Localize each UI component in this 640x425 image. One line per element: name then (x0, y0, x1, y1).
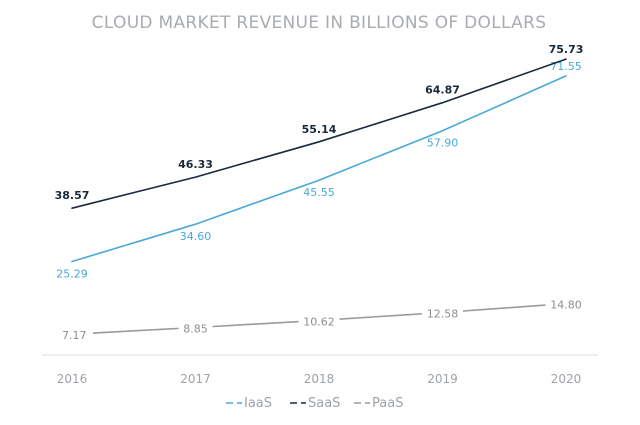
data-label-bg-paas (298, 314, 340, 329)
data-label-paas-2018: 10.62 (303, 315, 335, 328)
data-label-saas-2018: 55.14 (302, 123, 337, 136)
data-label-iaas-2020: 71.55 (550, 60, 582, 73)
x-tick-label-2018: 2018 (304, 372, 335, 386)
data-label-paas-2020: 14.80 (550, 299, 582, 312)
data-label-bg-paas (545, 297, 587, 312)
data-label-paas-2016: 7.17 (62, 329, 87, 342)
data-label-saas-2020: 75.73 (549, 43, 584, 56)
legend-label-paas: PaaS (372, 396, 403, 411)
data-label-iaas-2018: 45.55 (303, 186, 335, 199)
data-label-saas-2019: 64.87 (425, 84, 460, 97)
data-label-iaas-2019: 57.90 (427, 137, 459, 150)
chart-title: CLOUD MARKET REVENUE IN BILLIONS OF DOLL… (92, 13, 547, 33)
data-label-iaas-2016: 25.29 (56, 268, 88, 281)
data-label-bg-paas (178, 321, 213, 336)
data-label-saas-2017: 46.33 (178, 158, 213, 171)
legend-label-saas: SaaS (308, 396, 340, 411)
data-label-iaas-2017: 34.60 (180, 230, 212, 243)
legend: IaaS SaaS PaaS (226, 396, 403, 411)
data-label-paas-2017: 8.85 (183, 322, 208, 335)
x-tick-label-2019: 2019 (427, 372, 458, 386)
x-tick-label-2020: 2020 (551, 372, 582, 386)
series-line-saas (71, 58, 567, 209)
data-label-paas-2019: 12.58 (427, 308, 459, 321)
data-label-bg-paas (422, 306, 463, 321)
series-layer: 25.29 34.60 45.55 57.90 71.55 38.57 46.33 55.14… (55, 43, 587, 343)
x-tick-label-2016: 2016 (57, 372, 88, 386)
data-label-saas-2016: 38.57 (55, 189, 90, 202)
data-label-bg-paas (59, 328, 93, 343)
series-line-iaas (71, 75, 567, 263)
x-axis-ticks: 2016 2017 2018 2019 2020 (57, 372, 582, 386)
legend-label-iaas: IaaS (244, 396, 272, 411)
x-tick-label-2017: 2017 (180, 372, 211, 386)
